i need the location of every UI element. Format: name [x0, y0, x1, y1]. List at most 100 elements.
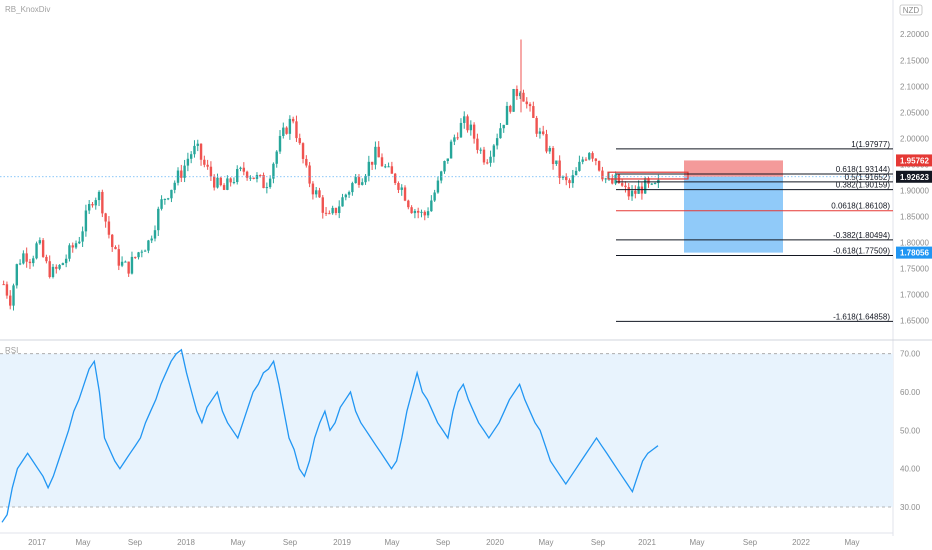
candle-body [344, 194, 348, 198]
candle-body [101, 191, 104, 214]
position-stop-zone[interactable] [684, 160, 783, 177]
candle-body [160, 199, 163, 209]
candle-body [627, 187, 630, 197]
candle-body [515, 89, 519, 97]
candle-body [502, 124, 505, 129]
candle-body [71, 245, 74, 248]
candle-body [486, 162, 489, 164]
candle-body [12, 285, 15, 306]
candle-body [15, 264, 19, 286]
candle-body [282, 127, 285, 136]
candle-body [551, 147, 555, 164]
candle-body [436, 180, 440, 193]
price-tick-label: 2.20000 [900, 30, 929, 39]
candle-body [446, 158, 449, 162]
candle-body [620, 183, 624, 186]
x-tick-label: May [538, 538, 553, 547]
x-tick-label: Sep [591, 538, 606, 547]
candle-body [186, 158, 190, 166]
candle-body [127, 261, 130, 274]
fib-level-label: 0.382(1.90159) [836, 181, 891, 190]
candle-body [555, 160, 558, 164]
candle-body [482, 149, 486, 163]
candle-body [38, 240, 42, 244]
candle-body [410, 207, 413, 214]
candle-body [216, 177, 219, 188]
candle-body [81, 231, 84, 242]
position-target-zone[interactable] [684, 176, 783, 253]
candle-body [653, 183, 657, 185]
candle-body [489, 156, 492, 163]
candle-body [548, 147, 551, 152]
candle-body [354, 177, 357, 184]
candle-body [219, 177, 222, 186]
candle-body [469, 124, 473, 131]
candle-body [147, 240, 150, 251]
candle-body [265, 187, 269, 189]
candle-body [5, 284, 9, 296]
candle-body [466, 116, 469, 131]
fib-level-label: 0.618(1.93144) [836, 165, 891, 174]
candle-body [647, 178, 650, 184]
candle-body [78, 241, 81, 244]
candle-body [565, 176, 568, 181]
candle-body [239, 167, 242, 169]
candle-body [107, 221, 111, 235]
candle-body [189, 154, 193, 159]
candle-body [209, 166, 213, 177]
currency-badge-label: NZD [903, 6, 920, 15]
candle-body [380, 157, 384, 167]
candle-body [581, 159, 584, 162]
candle-body [334, 207, 338, 214]
x-tick-label: Sep [128, 538, 143, 547]
candle-body [338, 206, 341, 214]
candle-body [68, 245, 71, 259]
candle-body [518, 92, 522, 97]
candle-body [347, 192, 351, 195]
rsi-tick-label: 60.00 [900, 388, 921, 397]
candle-body [64, 258, 68, 264]
candle-body [170, 189, 173, 199]
candle-body [111, 234, 114, 247]
candle-body [443, 161, 446, 172]
candle-body [545, 134, 548, 152]
candle-body [153, 230, 157, 239]
candle-body [18, 263, 22, 265]
candle-body [561, 176, 565, 178]
candle-body [588, 153, 591, 160]
candle-body [268, 178, 272, 188]
candle-body [262, 174, 265, 189]
candle-body [272, 163, 275, 179]
candle-body [495, 138, 499, 146]
candle-body [578, 161, 581, 171]
candle-body [416, 210, 420, 213]
candle-body [591, 153, 594, 159]
candle-body [25, 253, 28, 262]
candle-body [242, 167, 246, 172]
candle-body [420, 211, 423, 213]
candle-body [259, 174, 262, 176]
entry-highlight-box[interactable] [607, 171, 689, 180]
x-tick-label: 2020 [486, 538, 504, 547]
candle-body [308, 165, 311, 184]
candle-body [298, 138, 301, 144]
candle-body [130, 256, 134, 274]
candle-body [137, 252, 140, 258]
candle-body [630, 190, 634, 197]
candle-body [245, 171, 249, 178]
candle-body [637, 186, 640, 194]
candle-body [222, 185, 226, 190]
candle-body [571, 175, 575, 184]
candle-body [32, 258, 35, 264]
candle-body [604, 178, 607, 180]
candle-body [97, 191, 101, 201]
candle-body [2, 284, 5, 286]
price-tick-label: 1.85000 [900, 212, 929, 221]
candle-body [426, 211, 430, 216]
candle-body [456, 137, 459, 139]
candle-body [199, 143, 203, 160]
candle-body [522, 92, 525, 102]
price-tick-label: 2.15000 [900, 56, 929, 65]
candle-body [453, 137, 456, 142]
